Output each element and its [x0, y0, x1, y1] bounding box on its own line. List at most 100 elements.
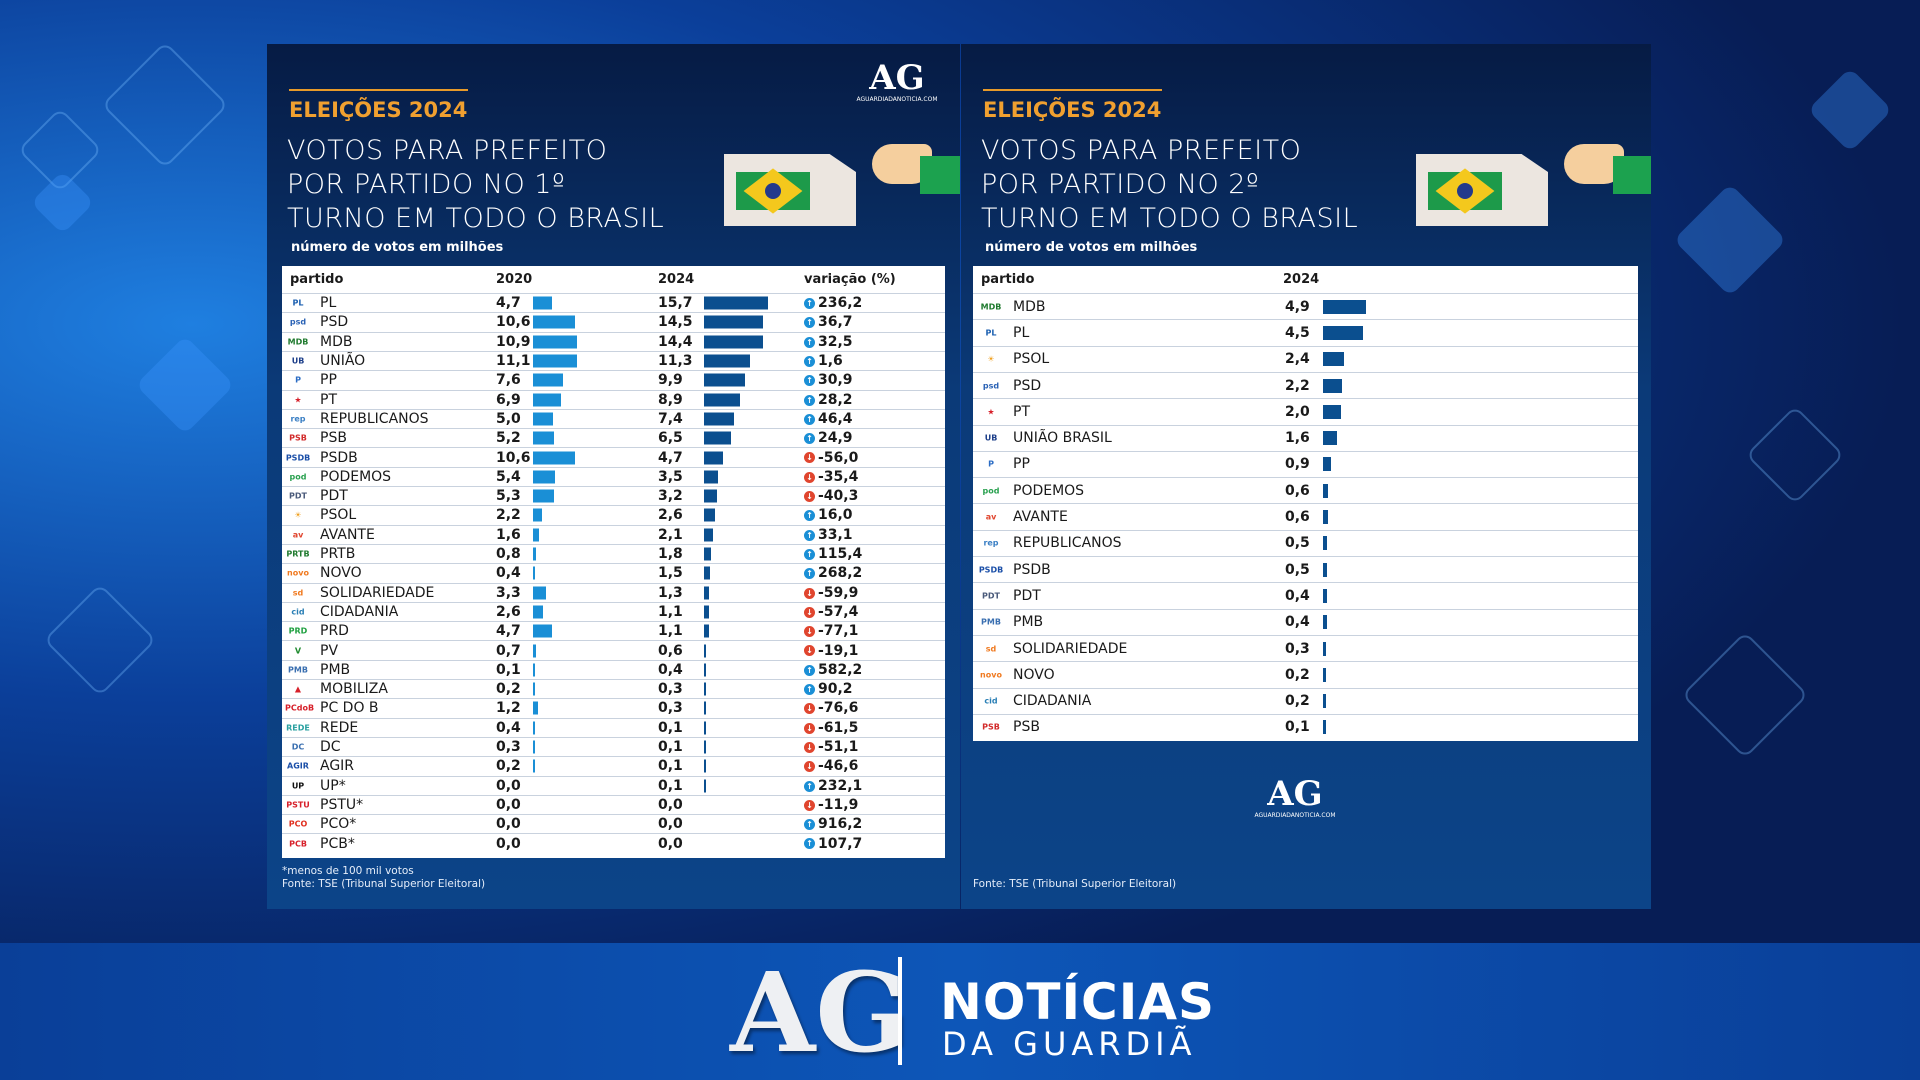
- party-name: UNIÃO: [320, 353, 366, 370]
- party-name: PSB: [1013, 719, 1040, 736]
- value-2020: 10,6: [496, 314, 531, 331]
- value-2020: 10,6: [496, 449, 531, 466]
- table-row: av AVANTE 0,6: [973, 503, 1638, 529]
- table-row: DC DC 0,3 0,1 ↓ -51,1: [282, 736, 945, 756]
- title-line: TURNO EM TODO O BRASIL: [287, 203, 665, 234]
- variation: 107,7: [818, 835, 863, 852]
- bar-2024: [704, 721, 706, 735]
- party-name: PSD: [320, 314, 349, 331]
- party-logo-icon: sd: [985, 644, 997, 654]
- value-2024: 1,5: [658, 565, 683, 582]
- value-2020: 5,0: [496, 410, 521, 427]
- bar-2024: [1323, 457, 1331, 472]
- subtitle: número de votos em milhões: [291, 240, 504, 255]
- results-table-second-round: partido 2024 MDB MDB 4,9 PL PL 4,5 ☀ PSOL 2,4 psd…: [973, 266, 1638, 741]
- arrow-up-icon: ↑: [804, 684, 815, 695]
- table-row: PRD PRD 4,7 1,1 ↓ -77,1: [282, 621, 945, 640]
- party-name: REDE: [320, 719, 359, 736]
- arrow-down-icon: ↓: [804, 799, 815, 811]
- value-2020: 0,0: [496, 835, 521, 852]
- bar-2024: [704, 489, 718, 503]
- bar-2020: [533, 605, 544, 619]
- bar-2020: [533, 701, 538, 715]
- value-2024: 0,6: [1285, 482, 1310, 499]
- party-name: PRD: [320, 623, 349, 640]
- variation: -35,4: [818, 468, 859, 485]
- party-name: PSDB: [1013, 561, 1051, 578]
- variation: 582,2: [818, 661, 863, 678]
- value-2024: 0,3: [658, 700, 683, 717]
- value-2024: 2,0: [1285, 403, 1310, 420]
- party-name: PP: [1013, 456, 1030, 473]
- bar-2020: [533, 489, 555, 503]
- party-name: CIDADANIA: [1013, 693, 1092, 710]
- arrow-up-icon: ↑: [804, 298, 815, 309]
- title-line: VOTOS PARA PREFEITO: [981, 135, 1302, 166]
- value-2020: 11,1: [496, 353, 531, 370]
- table-row: sd SOLIDARIEDADE 0,3: [973, 634, 1638, 661]
- party-name: NOVO: [1013, 666, 1055, 683]
- bar-2020: [533, 470, 555, 484]
- bar-2024: [704, 451, 724, 465]
- party-logo-icon: PCdoB: [285, 703, 315, 713]
- table-row: P PP 0,9: [973, 450, 1638, 477]
- party-name: PV: [320, 642, 339, 659]
- party-logo-icon: UB: [984, 433, 998, 443]
- party-name: CIDADANIA: [320, 603, 399, 620]
- arrow-up-icon: ↑: [804, 394, 815, 406]
- arrow-down-icon: ↓: [804, 452, 815, 464]
- party-name: PODEMOS: [1013, 482, 1085, 499]
- value-2020: 0,1: [496, 661, 521, 678]
- bar-2020: [533, 412, 553, 426]
- table-row: UB UNIÃO BRASIL 1,6: [973, 424, 1638, 451]
- arrow-down-icon: ↓: [804, 587, 815, 599]
- arrow-down-icon: ↓: [804, 645, 815, 657]
- variation: 28,2: [818, 391, 853, 408]
- party-name: PC DO B: [320, 700, 379, 717]
- party-logo-icon: ★: [294, 395, 302, 405]
- party-logo-icon: PCB: [289, 839, 307, 849]
- table-row: PCO PCO* 0,0 0,0 ↑ 916,2: [282, 814, 945, 833]
- value-2024: 8,9: [658, 391, 683, 408]
- value-2024: 4,9: [1285, 298, 1310, 315]
- party-name: PSTU*: [320, 796, 364, 813]
- value-2024: 11,3: [658, 353, 693, 370]
- party-name: PSD: [1013, 377, 1042, 394]
- title-line: TURNO EM TODO O BRASIL: [981, 203, 1359, 234]
- arrow-up-icon: ↑: [804, 413, 815, 425]
- table-row: PL PL 4,7 15,7 ↑ 236,2: [282, 293, 945, 312]
- value-2024: 0,4: [1285, 614, 1310, 631]
- party-logo-icon: P: [295, 375, 301, 385]
- subtitle: número de votos em milhões: [985, 240, 1198, 255]
- sleeve-icon: [1613, 156, 1651, 194]
- bar-2024: [704, 354, 751, 368]
- arrow-up-icon: ↑: [804, 336, 815, 348]
- table-row: ☀ PSOL 2,2 2,6 ↑ 16,0: [282, 505, 945, 524]
- arrow-up-icon: ↑: [804, 317, 815, 329]
- results-table-first-round: partido 2020 2024 variação (%) PL PL 4,7 15…: [282, 266, 945, 858]
- bar-2024: [704, 701, 706, 715]
- bar-2024: [704, 682, 706, 696]
- arrow-up-icon: ↑: [804, 664, 815, 676]
- bar-2024: [704, 586, 710, 600]
- table-row: rep REPUBLICANOS 0,5: [973, 529, 1638, 556]
- bar-2020: [533, 586, 547, 600]
- value-2024: 2,1: [658, 526, 683, 543]
- value-2024: 0,0: [658, 796, 683, 813]
- value-2024: 0,1: [658, 739, 683, 756]
- bar-2020: [533, 373, 564, 387]
- bar-2020: [533, 547, 537, 561]
- value-2024: 2,6: [658, 507, 683, 524]
- variation: 16,0: [818, 507, 853, 524]
- value-2024: 0,9: [1285, 456, 1310, 473]
- table-row: sd SOLIDARIEDADE 3,3 1,3 ↓ -59,9: [282, 582, 945, 602]
- party-name: PL: [320, 295, 337, 312]
- title-line: POR PARTIDO NO 2º: [981, 169, 1260, 200]
- bar-2024: [704, 605, 709, 619]
- value-2024: 3,2: [658, 488, 683, 505]
- party-logo-icon: PSB: [289, 433, 307, 443]
- value-2024: 1,1: [658, 623, 683, 640]
- column-header: variação (%): [804, 272, 896, 287]
- value-2020: 10,9: [496, 333, 531, 350]
- arrow-down-icon: ↓: [804, 761, 815, 773]
